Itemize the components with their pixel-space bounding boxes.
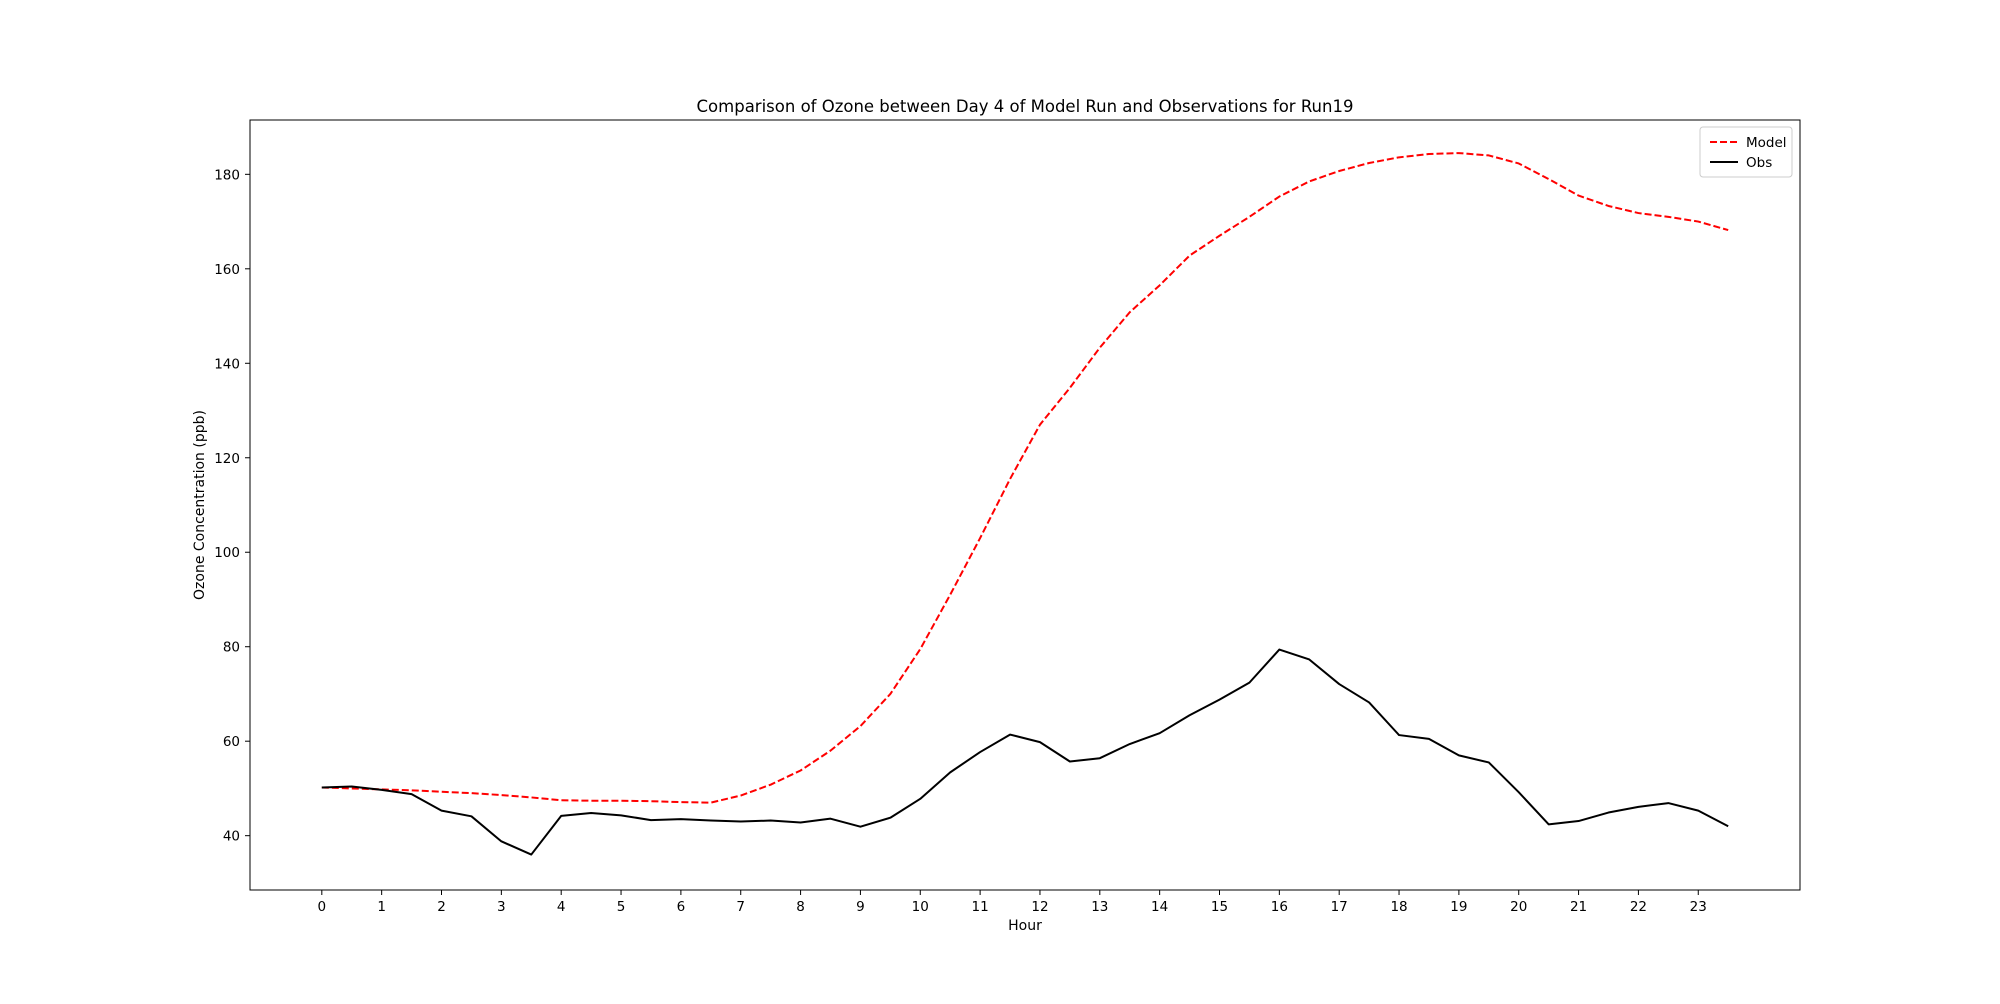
x-tick-label: 3: [497, 899, 506, 915]
legend: Model Obs: [1699, 126, 1793, 178]
x-tick-label: 22: [1630, 899, 1647, 915]
x-tick-label: 1: [377, 899, 386, 915]
y-tick-label: 140: [214, 356, 240, 372]
chart-title: Comparison of Ozone between Day 4 of Mod…: [697, 97, 1354, 116]
series-line-model: [321, 152, 1729, 804]
y-axis: 40 60 80 100 120 140 160 180: [214, 167, 250, 845]
y-tick-label: 60: [223, 734, 240, 750]
y-tick-label: 80: [223, 640, 240, 656]
x-tick-label: 10: [912, 899, 929, 915]
x-tick-label: 2: [437, 899, 446, 915]
x-tick-label: 17: [1331, 899, 1348, 915]
x-tick-label: 5: [617, 899, 626, 915]
x-tick-label: 11: [972, 899, 989, 915]
x-tick-label: 9: [856, 899, 865, 915]
x-axis-label: Hour: [1008, 918, 1042, 934]
y-axis-label: Ozone Concentration (ppb): [192, 410, 208, 600]
series-line-obs: [321, 648, 1729, 856]
y-tick-label: 120: [214, 451, 240, 467]
y-tick-label: 100: [214, 545, 240, 561]
x-tick-label: 15: [1211, 899, 1228, 915]
x-tick-label: 13: [1091, 899, 1108, 915]
plot-frame: [249, 119, 1801, 891]
legend-label-obs: Obs: [1746, 155, 1772, 171]
x-tick-label: 7: [736, 899, 745, 915]
y-tick-label: 40: [223, 829, 240, 845]
legend-box: [1699, 126, 1793, 178]
x-tick-label: 23: [1690, 899, 1707, 915]
plot-series-layer: [321, 152, 1729, 856]
x-tick-label: 21: [1570, 899, 1587, 915]
legend-label-model: Model: [1746, 135, 1787, 151]
x-tick-label: 14: [1151, 899, 1168, 915]
x-tick-label: 18: [1390, 899, 1407, 915]
x-tick-label: 8: [796, 899, 805, 915]
x-tick-label: 6: [677, 899, 686, 915]
x-tick-label: 4: [557, 899, 566, 915]
y-tick-label: 180: [214, 167, 240, 183]
x-tick-label: 12: [1031, 899, 1048, 915]
x-tick-label: 19: [1450, 899, 1467, 915]
x-axis: 0 1 2 3 4 5 6 7 8 9 10 11 12 13 14 15 16 17 18 19 20 21 22 23: [318, 890, 1707, 915]
x-tick-label: 20: [1510, 899, 1527, 915]
x-tick-label: 16: [1271, 899, 1288, 915]
y-tick-label: 160: [214, 262, 240, 278]
x-tick-label: 0: [318, 899, 327, 915]
